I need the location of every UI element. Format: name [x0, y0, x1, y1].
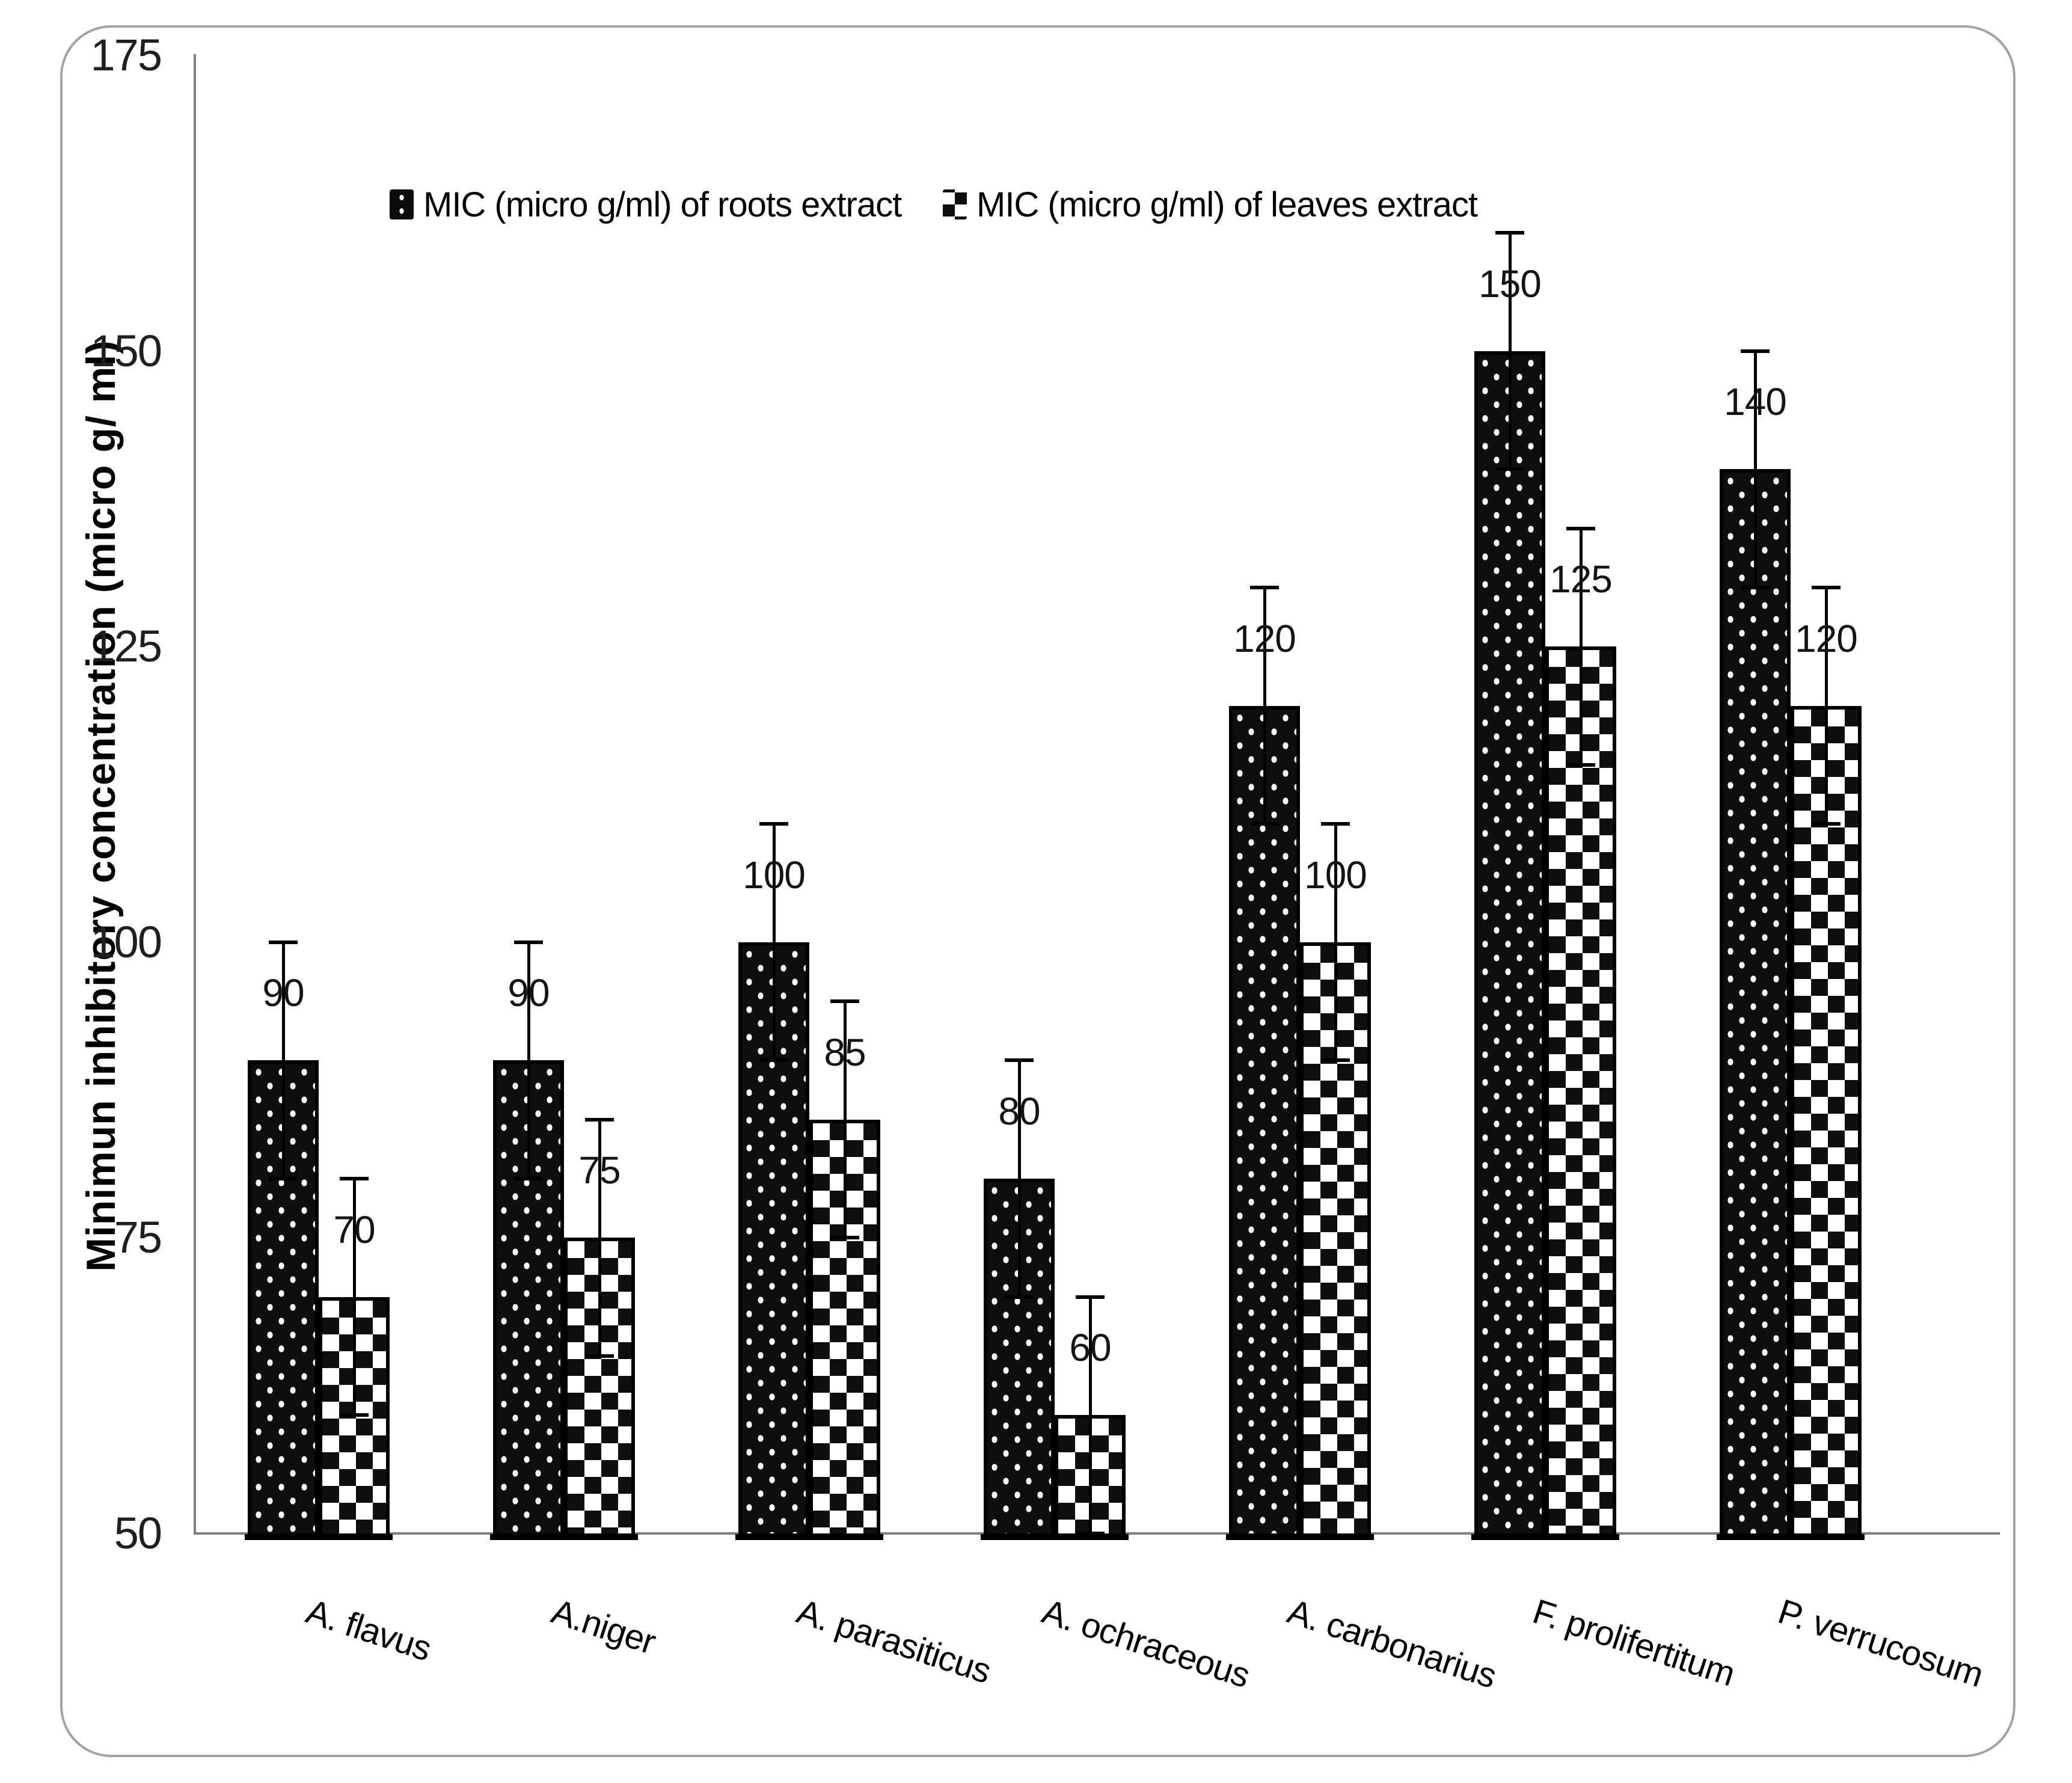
- bar-roots-6: [1474, 351, 1545, 1537]
- bar-value-label: 90: [262, 971, 304, 1015]
- bar-value-label: 125: [1549, 557, 1613, 601]
- bar-value-label: 140: [1724, 380, 1787, 424]
- legend-item-leaves: MIC (micro g/ml) of leaves extract: [943, 185, 1478, 224]
- error-bar-line: [353, 1179, 356, 1416]
- bar-roots-7: [1720, 469, 1791, 1537]
- error-bar-cap-bottom: [340, 1413, 369, 1417]
- error-bar-cap-bottom: [1076, 1532, 1105, 1535]
- bar-group-underline: [981, 1534, 1129, 1540]
- error-bar-cap-top: [585, 1117, 614, 1122]
- bar-leaves-6: [1545, 646, 1616, 1537]
- error-bar-cap-bottom: [269, 1177, 298, 1181]
- bar-value-label: 120: [1233, 616, 1296, 660]
- bar-value-label: 60: [1069, 1326, 1111, 1370]
- error-bar-cap-top: [1741, 349, 1770, 353]
- error-bar-cap-top: [340, 1177, 369, 1181]
- error-bar-cap-top: [514, 940, 543, 944]
- y-axis-line: [194, 54, 196, 1535]
- error-bar-cap-top: [1566, 526, 1595, 530]
- bar-roots-5: [1229, 705, 1300, 1537]
- y-tick-label-175: 175: [90, 30, 162, 80]
- error-bar-cap-top: [269, 940, 298, 944]
- bar-group-underline: [1471, 1534, 1619, 1540]
- error-bar-line: [1509, 232, 1512, 470]
- bar-roots-2: [493, 1060, 564, 1537]
- error-bar-line: [773, 824, 776, 1061]
- error-bar-cap-top: [1250, 585, 1279, 589]
- bar-leaves-7: [1791, 705, 1862, 1537]
- error-bar-cap-bottom: [1741, 585, 1770, 589]
- error-bar-cap-top: [1495, 230, 1524, 235]
- legend-label-leaves: MIC (micro g/ml) of leaves extract: [976, 185, 1478, 224]
- y-tick-label-75: 75: [114, 1212, 162, 1263]
- bar-leaves-2: [564, 1238, 635, 1537]
- error-bar-cap-bottom: [830, 1236, 859, 1240]
- error-bar-cap-bottom: [1495, 467, 1524, 471]
- bar-value-label: 150: [1479, 262, 1542, 305]
- error-bar-line: [1089, 1297, 1092, 1533]
- error-bar-line: [1334, 824, 1337, 1061]
- bar-group-underline: [1226, 1534, 1374, 1540]
- error-bar-cap-bottom: [1812, 822, 1841, 826]
- bar-group-underline: [490, 1534, 638, 1540]
- y-tick-label-50: 50: [114, 1508, 162, 1558]
- error-bar-line: [844, 1001, 847, 1238]
- error-bar-line: [1825, 587, 1828, 824]
- y-tick-label-125: 125: [90, 621, 162, 672]
- bar-value-label: 120: [1795, 616, 1858, 660]
- legend-label-roots: MIC (micro g/ml) of roots extract: [423, 185, 902, 224]
- error-bar-cap-bottom: [514, 1177, 543, 1181]
- y-tick-label-100: 100: [90, 916, 162, 967]
- legend-item-roots: MIC (micro g/ml) of roots extract: [390, 185, 902, 224]
- bar-value-label: 80: [998, 1090, 1040, 1134]
- bar-value-label: 85: [824, 1030, 866, 1074]
- bar-group-underline: [1717, 1534, 1865, 1540]
- bar-value-label: 75: [578, 1149, 621, 1192]
- y-tick-label-150: 150: [90, 325, 162, 376]
- bar-group-underline: [245, 1534, 393, 1540]
- legend-swatch-leaves-icon: [943, 189, 967, 219]
- error-bar-line: [598, 1119, 601, 1357]
- y-axis-title: Minimun inhibitory concentration (micro …: [78, 340, 124, 1272]
- bar-value-label: 90: [507, 971, 550, 1015]
- error-bar-cap-bottom: [1321, 1058, 1350, 1063]
- error-bar-line: [1754, 351, 1757, 588]
- error-bar-cap-bottom: [585, 1354, 614, 1358]
- error-bar-cap-top: [1812, 585, 1841, 589]
- error-bar-cap-top: [1076, 1295, 1105, 1299]
- error-bar-cap-bottom: [1566, 763, 1595, 767]
- error-bar-line: [1018, 1060, 1021, 1297]
- bar-value-label: 70: [333, 1208, 375, 1251]
- bar-value-label: 100: [1304, 853, 1367, 897]
- error-bar-line: [282, 942, 285, 1179]
- error-bar-line: [527, 942, 530, 1179]
- error-bar-cap-top: [1005, 1058, 1034, 1063]
- error-bar-cap-bottom: [1005, 1295, 1034, 1299]
- error-bar-cap-top: [830, 999, 859, 1004]
- error-bar-line: [1263, 587, 1266, 824]
- error-bar-cap-top: [759, 822, 788, 826]
- error-bar-line: [1580, 528, 1583, 765]
- bar-value-label: 100: [743, 853, 806, 897]
- error-bar-cap-bottom: [1250, 822, 1279, 826]
- legend-swatch-roots-icon: [390, 189, 414, 219]
- bar-group-underline: [735, 1534, 883, 1540]
- bar-leaves-3: [809, 1119, 880, 1537]
- error-bar-cap-bottom: [759, 1058, 788, 1063]
- error-bar-cap-top: [1321, 822, 1350, 826]
